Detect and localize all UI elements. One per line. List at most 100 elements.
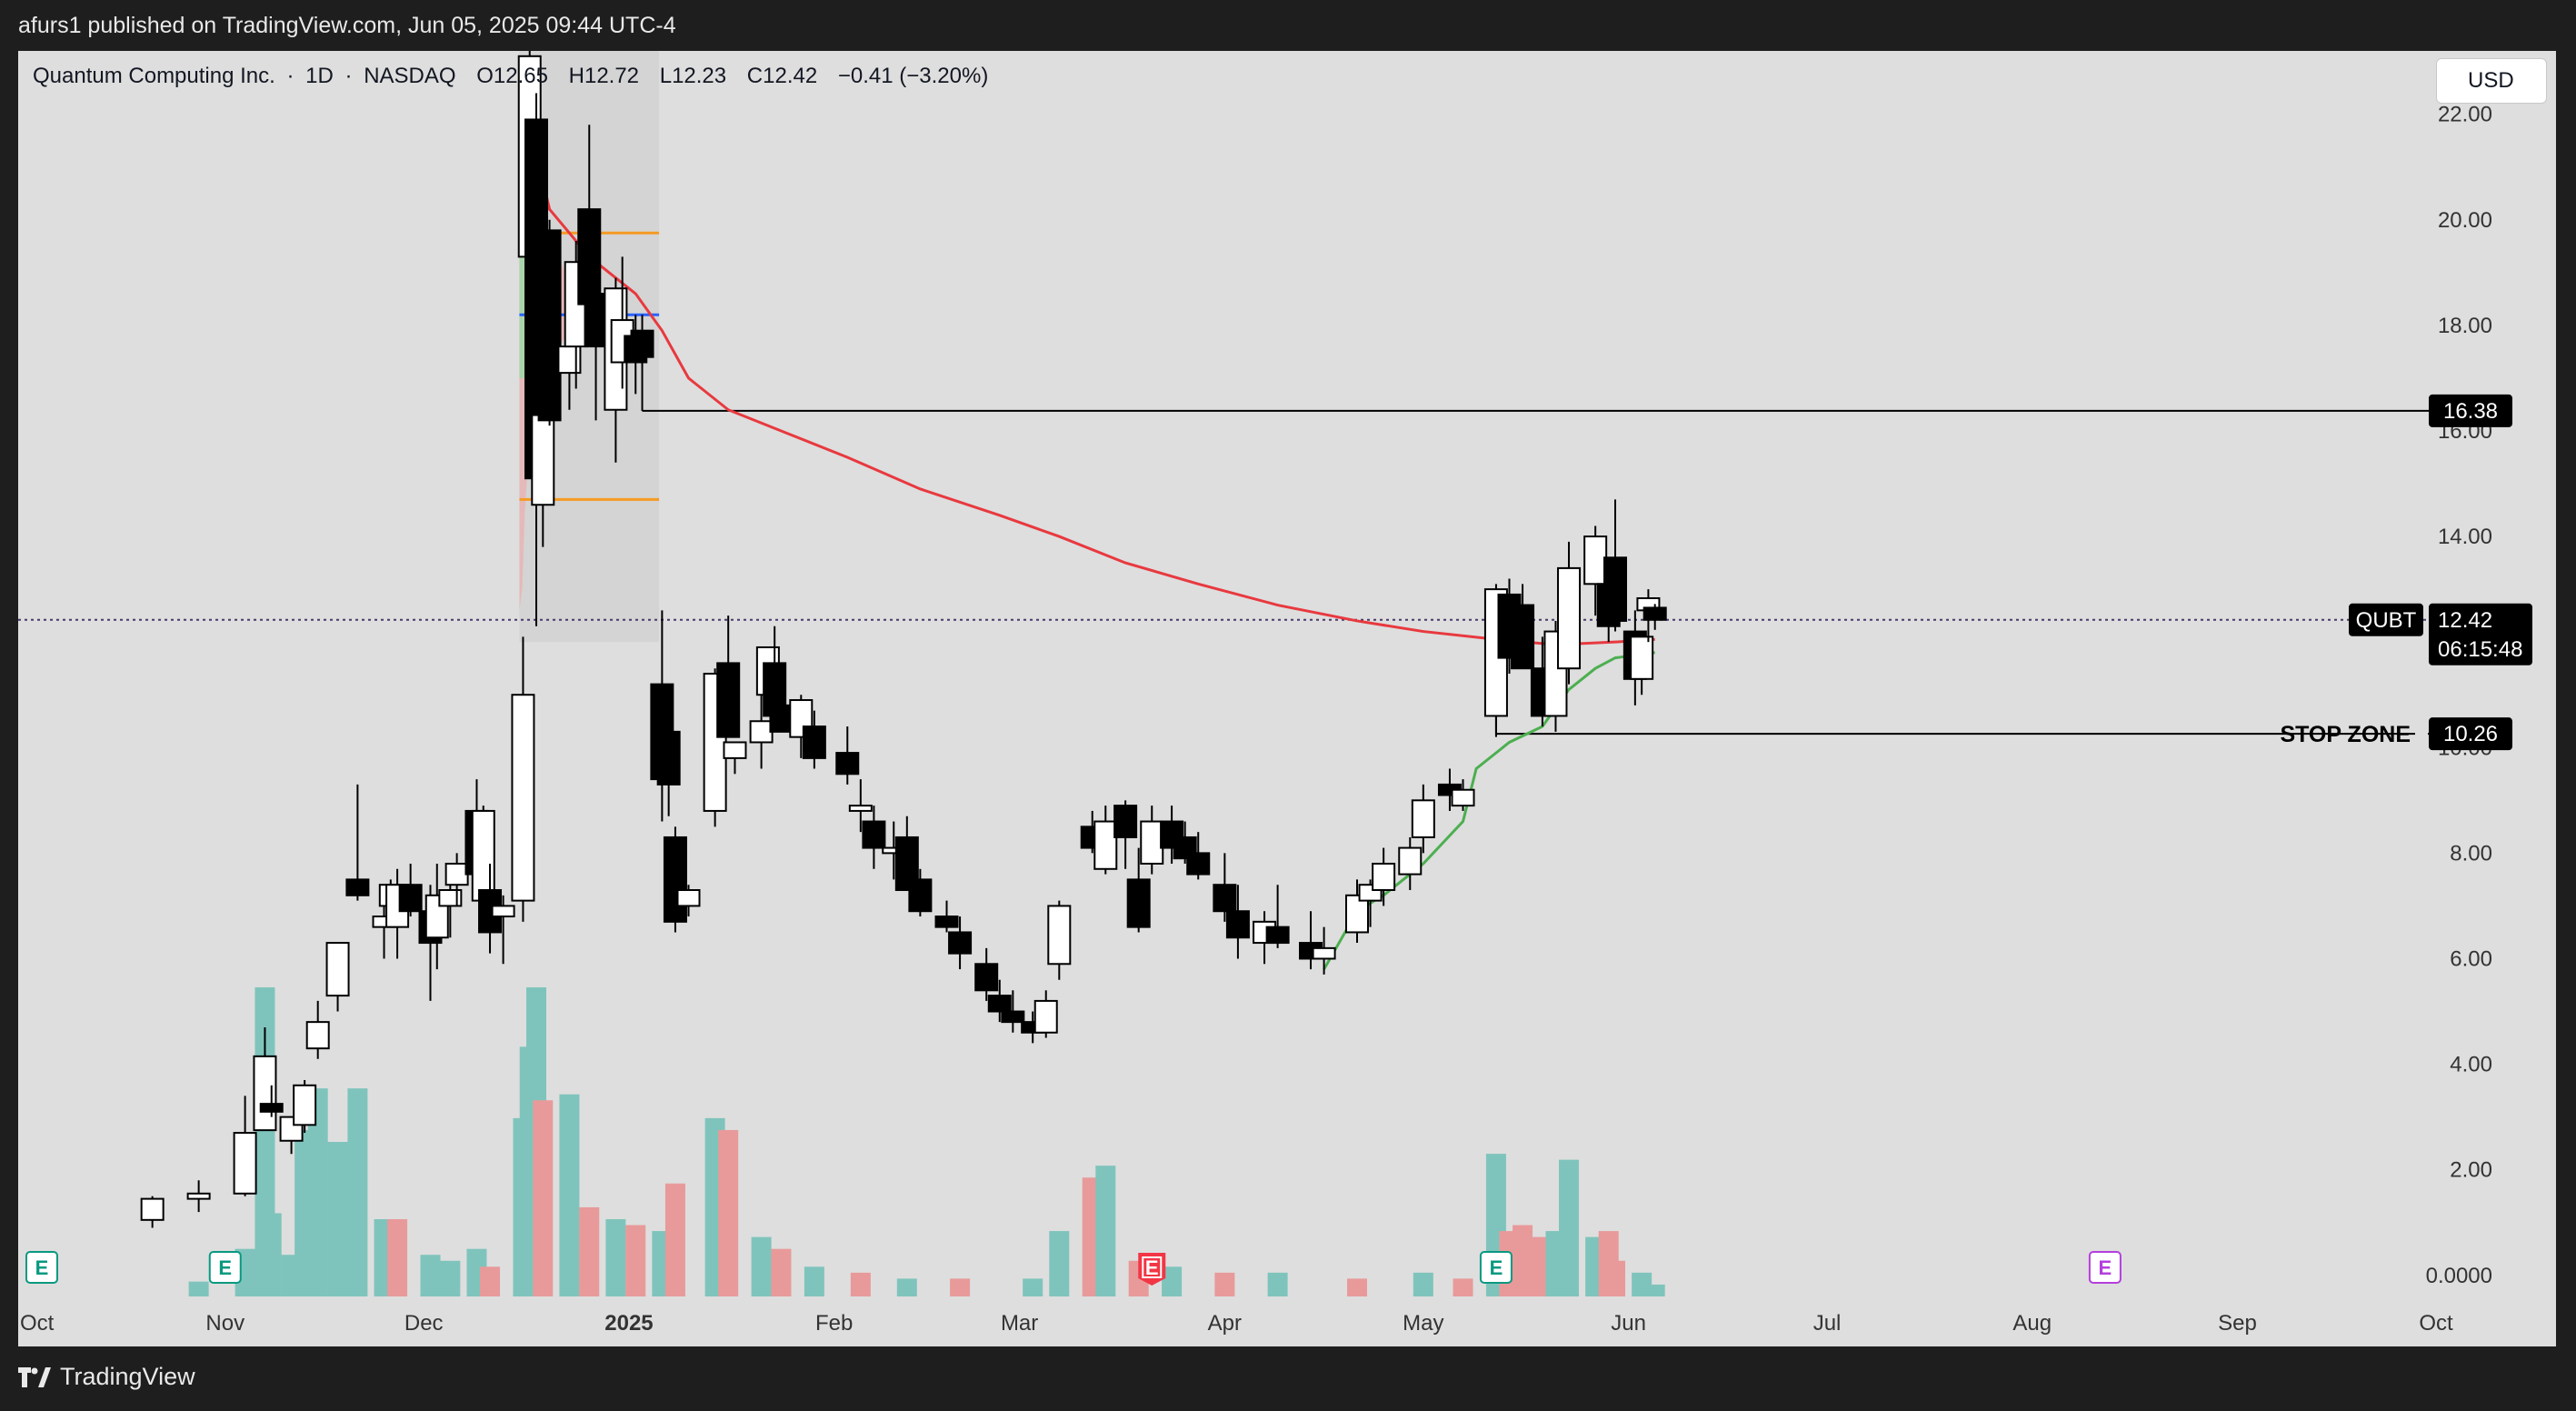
time-tick-label: Dec — [404, 1311, 444, 1336]
price-axis: 22.0020.0018.0016.0014.0012.0010.008.006… — [2426, 103, 2492, 1288]
red-moving-average — [528, 124, 1655, 646]
price-labels: 16.38 10.26 STOP ZONE QUBT 12.42 06:15:48 — [2280, 394, 2532, 751]
chart-frame[interactable]: 22.0020.0018.0016.0014.0012.0010.008.006… — [18, 51, 2556, 1346]
time-tick-label: May — [1403, 1311, 1443, 1336]
volume-bar — [1023, 1278, 1043, 1296]
volume-bar — [327, 1142, 348, 1296]
candle-body — [908, 878, 933, 913]
candle — [663, 826, 687, 933]
volume-bars — [188, 987, 1665, 1296]
currency-button[interactable]: USD — [2436, 58, 2547, 104]
candle — [1299, 911, 1323, 970]
candle-body — [769, 704, 794, 733]
candle — [511, 636, 535, 922]
candle-body — [186, 1192, 211, 1200]
candle — [233, 1096, 257, 1196]
interval[interactable]: 1D — [305, 64, 334, 88]
candle-body — [703, 673, 727, 812]
candle-body — [656, 730, 681, 786]
candle — [1603, 499, 1628, 632]
candle — [763, 625, 787, 717]
volume-bar — [625, 1225, 646, 1296]
candle-body — [293, 1084, 317, 1126]
candle — [537, 219, 562, 426]
exchange: NASDAQ — [364, 64, 456, 88]
top-bar: afurs1 published on TradingView.com, Jun… — [0, 0, 2576, 51]
candle-body — [140, 1197, 165, 1221]
close-label: C — [746, 64, 764, 88]
candle-body — [974, 963, 999, 992]
resistance-price-label-text: 16.38 — [2443, 399, 2498, 424]
candle — [1557, 541, 1582, 685]
volume-bar — [1214, 1272, 1235, 1296]
earnings-badge — [1479, 1251, 1513, 1284]
candle-body — [584, 293, 608, 348]
candle-body — [471, 809, 495, 902]
candle — [1213, 853, 1237, 922]
candle — [1511, 584, 1535, 670]
candle-body — [491, 905, 515, 918]
candle — [723, 741, 747, 775]
volume-bar — [1162, 1266, 1183, 1296]
candle — [1186, 832, 1211, 880]
candle-body — [1047, 905, 1072, 966]
tradingview-brand: TradingView — [60, 1363, 195, 1390]
candle-body — [233, 1132, 257, 1195]
separator: · — [286, 64, 295, 88]
time-tick-label: Oct — [20, 1311, 55, 1336]
stop-zone-gap — [2415, 732, 2428, 736]
volume-bar — [850, 1272, 871, 1296]
earnings-marker: E — [2088, 1251, 2122, 1284]
earnings-letter: E — [35, 1256, 49, 1279]
volume-bar — [1413, 1272, 1433, 1296]
earnings-badge — [25, 1251, 58, 1284]
candle — [293, 1079, 317, 1134]
symbol-price-tag-text: QUBT — [2356, 608, 2417, 633]
candle-body — [1093, 820, 1118, 870]
candle-body — [749, 720, 774, 744]
volume-bar — [1267, 1272, 1288, 1296]
candle-body — [444, 862, 469, 886]
close-value: 12.42 — [763, 64, 818, 88]
candle-body — [1372, 862, 1396, 892]
candle-body — [531, 414, 555, 506]
price-tick-label: 14.00 — [2438, 525, 2492, 549]
volume-bar — [771, 1248, 792, 1296]
candle — [1372, 847, 1396, 906]
time-tick-label: Oct — [2419, 1311, 2453, 1336]
candle-body — [676, 889, 701, 907]
earnings-letter: E — [1490, 1256, 1503, 1279]
volume-bar — [533, 1100, 554, 1296]
candle-body — [345, 878, 370, 896]
earnings-letter: E — [2099, 1256, 2112, 1279]
candle — [862, 806, 886, 869]
candle-body — [1642, 606, 1667, 621]
volume-bar — [1513, 1225, 1533, 1296]
volume-bar — [188, 1281, 209, 1296]
candle — [848, 779, 873, 833]
price-chart[interactable]: 22.0020.0018.0016.0014.0012.0010.008.006… — [18, 51, 2556, 1346]
price-tick-label: 4.00 — [2450, 1053, 2492, 1077]
time-tick-label: Apr — [1208, 1311, 1242, 1336]
candle — [1140, 806, 1164, 875]
candle — [1398, 836, 1423, 891]
price-tick-label: 0.0000 — [2426, 1264, 2492, 1288]
volume-bar — [347, 1088, 368, 1296]
symbol-price-tag: QUBT — [2349, 603, 2423, 636]
candle-body — [259, 1103, 284, 1113]
tradingview-logo[interactable]: TradingView — [18, 1363, 195, 1391]
volume-bar — [1644, 1284, 1665, 1296]
candle — [1225, 885, 1250, 959]
candle-body — [537, 229, 562, 422]
candle — [1126, 847, 1151, 933]
candle-body — [862, 820, 886, 849]
symbol-price-tag-bg — [2349, 603, 2423, 636]
candle-body — [630, 329, 654, 358]
volume-bar — [1347, 1278, 1368, 1296]
low-value: 12.23 — [672, 64, 727, 88]
time-axis: Oct Nov Dec 2025 Feb Mar Apr May Jun Jul Aug Sep Oct — [20, 1311, 2453, 1336]
candle — [305, 1000, 330, 1059]
open-label: O — [476, 64, 494, 88]
candle — [398, 863, 423, 917]
candle — [584, 267, 608, 421]
